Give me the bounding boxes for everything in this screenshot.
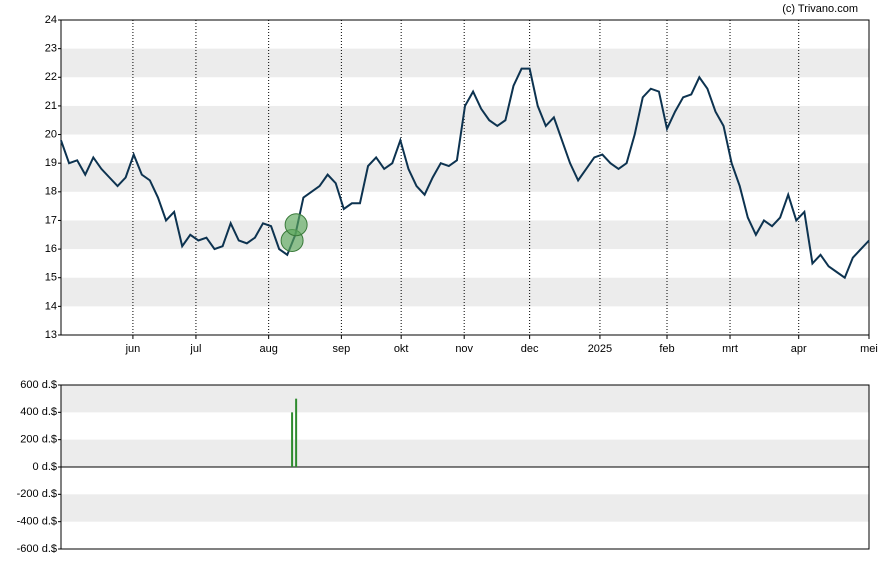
band: [61, 385, 869, 413]
y-tick-label: 14: [45, 300, 57, 312]
y-tick-label: 15: [45, 272, 57, 284]
y-tick-label: -600 d.$: [17, 543, 57, 555]
y-tick-label: 13: [45, 329, 57, 341]
x-tick-label: feb: [659, 343, 674, 355]
x-tick-label: nov: [455, 343, 473, 355]
y-tick-label: 16: [45, 243, 57, 255]
y-tick-label: 21: [45, 100, 57, 112]
y-tick-label: 24: [45, 14, 57, 26]
bar: [295, 398, 298, 467]
band: [61, 277, 869, 307]
bar: [291, 412, 294, 467]
x-tick-label: mei: [860, 343, 878, 355]
x-tick-label: okt: [394, 343, 409, 355]
x-tick-label: jul: [189, 343, 201, 355]
band: [61, 220, 869, 250]
band: [61, 494, 869, 522]
price-line: [60, 67, 870, 280]
y-tick-label: 400 d.$: [20, 406, 57, 418]
y-tick-label: 20: [45, 128, 57, 140]
trade-marker: [284, 213, 308, 237]
y-tick-label: 18: [45, 186, 57, 198]
credit: (c) Trivano.com: [782, 3, 858, 15]
y-tick-label: 22: [45, 71, 57, 83]
band: [61, 439, 869, 467]
y-tick-label: 0 d.$: [33, 461, 57, 473]
y-tick-label: 19: [45, 157, 57, 169]
band: [61, 48, 869, 78]
x-tick-label: 2025: [588, 343, 612, 355]
x-tick-label: apr: [791, 343, 807, 355]
y-tick-label: 17: [45, 214, 57, 226]
x-tick-label: sep: [333, 343, 351, 355]
plot-frame: [60, 19, 870, 336]
y-tick-label: 600 d.$: [20, 379, 57, 391]
y-tick-label: 200 d.$: [20, 434, 57, 446]
y-tick-label: 23: [45, 43, 57, 55]
x-tick-label: aug: [259, 343, 277, 355]
x-tick-label: dec: [521, 343, 539, 355]
y-tick-label: -400 d.$: [17, 516, 57, 528]
plot-frame: [60, 384, 870, 550]
x-tick-label: jun: [125, 343, 141, 355]
x-tick-label: mrt: [722, 343, 738, 355]
band: [61, 163, 869, 192]
y-tick-label: -200 d.$: [17, 488, 57, 500]
